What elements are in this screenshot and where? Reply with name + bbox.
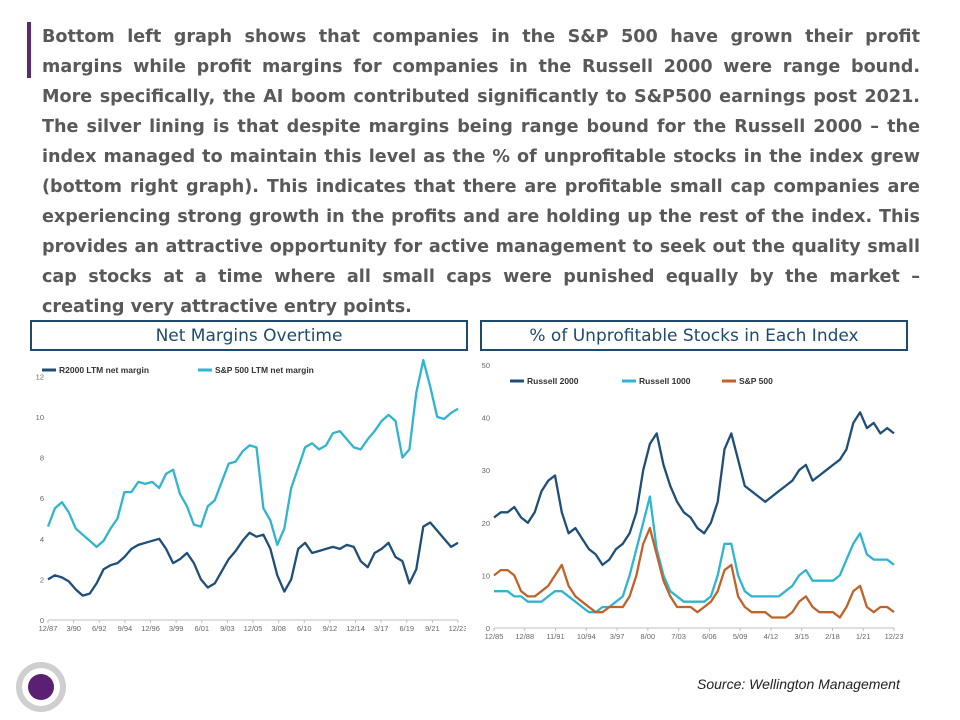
x-tick-label: 12/88	[515, 632, 534, 640]
source-note: Source: Wellington Management	[697, 676, 900, 692]
x-tick-label: 12/23	[885, 632, 904, 640]
y-tick-label: 0	[486, 624, 490, 633]
y-tick-label: 6	[40, 494, 44, 503]
net-margins-chart-title: Net Margins Overtime	[30, 320, 468, 351]
y-tick-label: 20	[482, 519, 490, 528]
x-tick-label: 12/85	[485, 632, 504, 640]
x-tick-label: 6/19	[399, 624, 414, 633]
y-tick-label: 40	[482, 414, 490, 423]
x-tick-label: 9/03	[220, 624, 235, 633]
legend-label: Russell 2000	[527, 376, 579, 386]
x-tick-label: 3/17	[374, 624, 389, 633]
x-tick-label: 6/92	[92, 624, 107, 633]
x-tick-label: 6/01	[194, 624, 209, 633]
x-tick-label: 12/87	[39, 624, 58, 633]
x-tick-label: 10/94	[577, 632, 596, 640]
x-tick-label: 9/12	[323, 624, 338, 633]
y-tick-label: 4	[40, 535, 44, 544]
y-tick-label: 10	[482, 571, 490, 580]
y-tick-label: 30	[482, 466, 490, 475]
x-tick-label: 6/10	[297, 624, 312, 633]
series-line-s-p-500-ltm-net-margin	[46, 358, 459, 549]
unprofitable-stocks-chart-title: % of Unprofitable Stocks in Each Index	[480, 320, 908, 351]
y-tick-label: 50	[482, 361, 490, 370]
legend-label: R2000 LTM net margin	[59, 365, 149, 375]
x-tick-label: 12/05	[244, 624, 263, 633]
x-tick-label: 2/18	[825, 632, 840, 640]
series-line-russell-2000	[493, 411, 895, 567]
x-tick-label: 3/99	[169, 624, 184, 633]
x-tick-label: 12/23	[449, 624, 466, 633]
x-tick-label: 9/94	[118, 624, 133, 633]
x-tick-label: 8/00	[641, 632, 656, 640]
x-tick-label: 3/15	[794, 632, 809, 640]
y-tick-label: 0	[40, 616, 44, 625]
x-tick-label: 7/03	[671, 632, 686, 640]
series-line-r2000-ltm-net-margin	[47, 521, 459, 597]
legend-label: S&P 500 LTM net margin	[215, 365, 314, 375]
accent-bar	[27, 22, 31, 78]
x-tick-label: 5/09	[733, 632, 748, 640]
legend-label: S&P 500	[739, 376, 773, 386]
series-line-s-p-500	[493, 526, 895, 619]
x-tick-label: 1/21	[856, 632, 871, 640]
series-line-russell-1000	[494, 495, 895, 614]
unprofitable-stocks-chart: 0 10 20 30 40 50 12/85 12/88 11/91 10/94 3/97 8/00 7…	[482, 361, 904, 640]
x-tick-label: 3/97	[610, 632, 625, 640]
x-tick-label: 9/21	[425, 624, 440, 633]
x-tick-label: 12/14	[346, 624, 365, 633]
x-tick-label: 11/91	[546, 632, 564, 640]
net-margins-chart: 0 2 4 6 8 10 12 12/87 3/90 6/92 9/94 12/96 3/99 6/01 9…	[36, 358, 466, 633]
x-tick-label: 4/12	[764, 632, 779, 640]
x-tick-label: 12/96	[141, 624, 160, 633]
x-tick-label: 3/08	[271, 624, 286, 633]
company-logo	[16, 662, 66, 712]
y-tick-label: 8	[40, 454, 44, 463]
y-tick-label: 10	[36, 413, 44, 422]
y-tick-label: 2	[40, 575, 44, 584]
legend-label: Russell 1000	[639, 376, 691, 386]
commentary-paragraph: Bottom left graph shows that companies i…	[42, 27, 920, 317]
x-tick-label: 6/06	[702, 632, 717, 640]
x-tick-label: 3/90	[66, 624, 81, 633]
y-tick-label: 12	[36, 372, 44, 381]
